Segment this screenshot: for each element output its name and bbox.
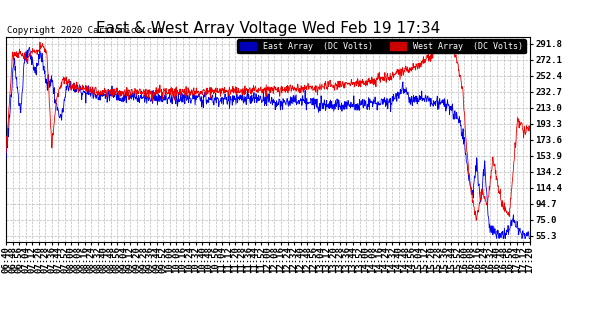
Title: East & West Array Voltage Wed Feb 19 17:34: East & West Array Voltage Wed Feb 19 17:… bbox=[96, 21, 440, 36]
Text: Copyright 2020 Cartronics.com: Copyright 2020 Cartronics.com bbox=[7, 26, 163, 35]
Legend: East Array  (DC Volts), West Array  (DC Volts): East Array (DC Volts), West Array (DC Vo… bbox=[237, 39, 526, 53]
